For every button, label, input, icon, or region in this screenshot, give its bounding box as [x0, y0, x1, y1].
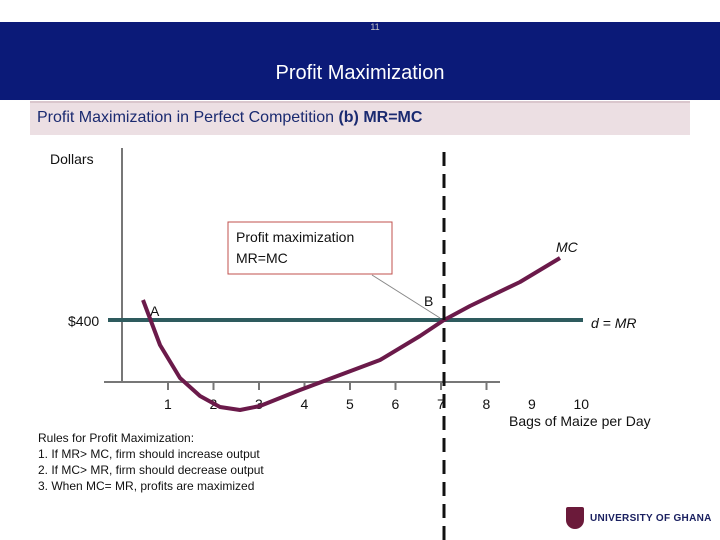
subtitle-box: Profit Maximization in Perfect Competiti… [30, 101, 690, 135]
x-tick-label-4: 4 [301, 396, 309, 412]
subtitle-prefix: Profit Maximization in Perfect Competiti… [37, 109, 339, 126]
x-tick-label-10: 10 [574, 396, 590, 412]
rule-item-2: 2. If MC> MR, firm should decrease outpu… [38, 463, 264, 477]
point-b-label: B [424, 293, 433, 309]
subtitle-bold: (b) MR=MC [338, 109, 423, 126]
x-tick-label-7: 7 [437, 396, 445, 412]
rule-item-1: 1. If MR> MC, firm should increase outpu… [38, 447, 260, 461]
callout-pointer [371, 274, 441, 319]
x-tick-label-5: 5 [346, 396, 354, 412]
x-tick-label-9: 9 [528, 396, 536, 412]
mc-label: MC [556, 239, 579, 255]
x-axis-label: Bags of Maize per Day [509, 413, 651, 429]
x-tick-label-1: 1 [164, 396, 172, 412]
y-tick-label-400: $400 [68, 313, 99, 329]
x-tick-label-6: 6 [392, 396, 400, 412]
rules-heading: Rules for Profit Maximization: [38, 431, 195, 445]
rules-list: Rules for Profit Maximization: 1. If MR>… [38, 430, 264, 494]
mc-curve [141, 256, 562, 412]
y-axis-label: Dollars [50, 151, 94, 167]
callout-line2: MR=MC [236, 250, 288, 266]
slide-title: Profit Maximization [275, 62, 445, 84]
callout-line1: Profit maximization [236, 229, 354, 245]
logo-text: UNIVERSITY OF GHANA [590, 512, 712, 524]
callout-box [227, 221, 393, 275]
mr-label: d = MR [591, 315, 637, 331]
header-band [0, 22, 720, 100]
subtitle: Profit Maximization in Perfect Competiti… [37, 109, 422, 127]
university-logo: UNIVERSITY OF GHANA [566, 505, 716, 531]
slide-number: 11 [370, 22, 380, 32]
point-a-label: A [150, 303, 160, 319]
x-tick-label-8: 8 [483, 396, 491, 412]
crest-icon [566, 507, 584, 529]
rule-item-3: 3. When MC= MR, profits are maximized [38, 479, 255, 493]
x-tick-label-3: 3 [255, 396, 263, 412]
